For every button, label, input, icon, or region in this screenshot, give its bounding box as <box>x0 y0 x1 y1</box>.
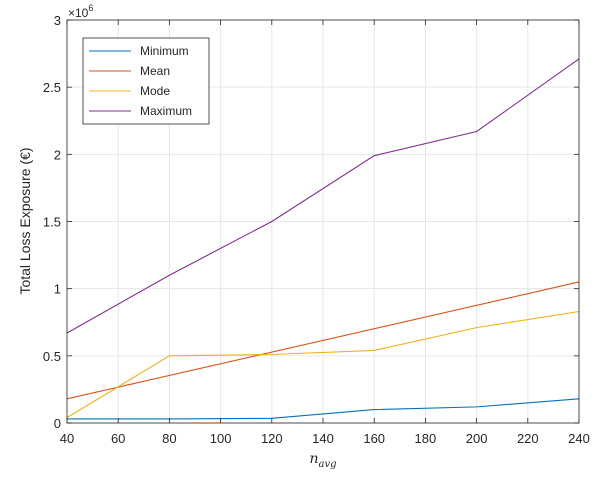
x-tick-label: 40 <box>60 431 74 446</box>
x-tick-label: 180 <box>415 431 437 446</box>
series-line-mean <box>66 281 580 400</box>
legend-label-maximum: Maximum <box>140 104 192 118</box>
series-line-minimum <box>67 398 580 420</box>
x-tick-label: 60 <box>111 431 125 446</box>
y-tick-label: 3 <box>54 13 61 28</box>
series-line-mode <box>66 310 580 419</box>
y-axis-label: Total Loss Exposure (€) <box>17 147 33 294</box>
y-exponent: ×106 <box>68 3 93 20</box>
legend-label-mean: Mean <box>140 64 170 78</box>
y-tick-label: 0 <box>54 416 61 431</box>
series-line-maximum <box>66 58 580 334</box>
x-tick-label: 80 <box>162 431 176 446</box>
x-tick-label: 160 <box>363 431 385 446</box>
legend-label-minimum: Minimum <box>140 44 189 58</box>
y-tick-label: 1.5 <box>43 215 61 230</box>
x-tick-label: 200 <box>466 431 488 446</box>
y-tick-label: 2.5 <box>43 80 61 95</box>
axis-ticks: 40 60 80 100 120 140 160 180 200 220 240 0 0.5 1 1.5 2 2… <box>43 13 590 446</box>
x-tick-label: 140 <box>312 431 334 446</box>
legend: Minimum Mean Mode Maximum <box>82 37 210 125</box>
y-tick-label: 1 <box>54 282 61 297</box>
x-tick-label: 120 <box>261 431 283 446</box>
x-tick-label: 240 <box>568 431 590 446</box>
y-tick-label: 2 <box>54 147 61 162</box>
x-tick-label: 100 <box>210 431 232 446</box>
y-tick-label: 0.5 <box>43 349 61 364</box>
x-axis-label: navg <box>309 451 336 470</box>
legend-label-mode: Mode <box>140 84 170 98</box>
legend-box <box>82 37 210 125</box>
series-lines <box>66 58 580 420</box>
x-tick-label: 220 <box>517 431 539 446</box>
